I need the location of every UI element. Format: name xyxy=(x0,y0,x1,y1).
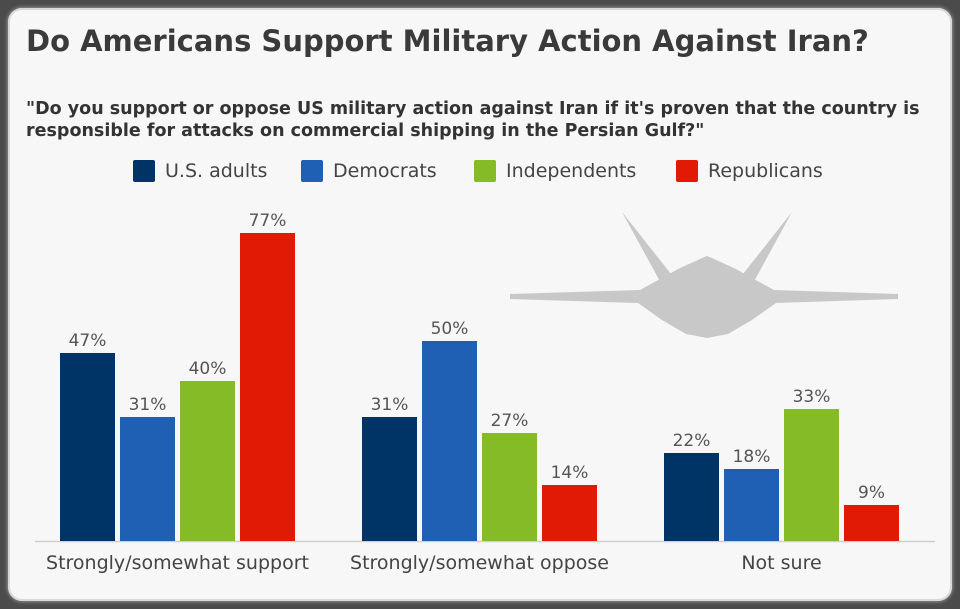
bar-u-s-adults-strongly-somewhat-support xyxy=(60,353,115,541)
bar-independents-not-sure xyxy=(784,409,839,541)
legend-item-us-adults: U.S. adults xyxy=(133,158,267,184)
bar-democrats-strongly-somewhat-support xyxy=(120,417,175,541)
value-label-u-s-adults-strongly-somewhat-support: 47% xyxy=(69,331,107,351)
legend-swatch-democrats xyxy=(301,160,323,182)
category-label-strongly-somewhat-support: Strongly/somewhat support xyxy=(46,552,309,574)
category-label-strongly-somewhat-oppose: Strongly/somewhat oppose xyxy=(350,552,609,574)
value-label-u-s-adults-strongly-somewhat-oppose: 31% xyxy=(371,395,409,415)
legend-item-democrats: Democrats xyxy=(301,158,437,184)
legend-label-us-adults: U.S. adults xyxy=(165,160,268,182)
value-label-independents-strongly-somewhat-support: 40% xyxy=(189,359,227,379)
value-label-u-s-adults-not-sure: 22% xyxy=(673,431,711,451)
value-label-democrats-not-sure: 18% xyxy=(733,447,771,467)
chart-subtitle: "Do you support or oppose US military ac… xyxy=(26,99,920,141)
value-label-republicans-strongly-somewhat-oppose: 14% xyxy=(551,463,589,483)
value-labels: 47% 31% 40% 77% 31% 50% 27% 14% 22% 18% 33% 9% xyxy=(69,211,885,503)
bars xyxy=(60,233,899,541)
bar-independents-strongly-somewhat-support xyxy=(180,381,235,541)
legend: U.S. adults Democrats Independents Repub… xyxy=(0,158,960,184)
bar-republicans-not-sure xyxy=(844,505,899,541)
value-label-democrats-strongly-somewhat-support: 31% xyxy=(129,395,167,415)
bar-republicans-strongly-somewhat-support xyxy=(240,233,295,541)
bar-independents-strongly-somewhat-oppose xyxy=(482,433,537,541)
value-label-independents-not-sure: 33% xyxy=(793,387,831,407)
chart-title: Do Americans Support Military Action Aga… xyxy=(26,24,869,58)
category-label-not-sure: Not sure xyxy=(741,552,821,574)
bar-u-s-adults-not-sure xyxy=(664,453,719,541)
bar-u-s-adults-strongly-somewhat-oppose xyxy=(362,417,417,541)
fighter-jet-icon xyxy=(510,212,898,338)
legend-swatch-independents xyxy=(474,160,496,182)
legend-item-republicans: Republicans xyxy=(676,158,823,184)
legend-label-independents: Independents xyxy=(506,160,637,182)
legend-label-democrats: Democrats xyxy=(333,160,437,182)
legend-item-independents: Independents xyxy=(474,158,636,184)
value-label-independents-strongly-somewhat-oppose: 27% xyxy=(491,411,529,431)
category-labels: Strongly/somewhat support Strongly/somewh… xyxy=(46,552,822,574)
value-label-democrats-strongly-somewhat-oppose: 50% xyxy=(431,319,469,339)
value-label-republicans-not-sure: 9% xyxy=(858,483,885,503)
legend-swatch-us-adults xyxy=(133,160,155,182)
legend-swatch-republicans xyxy=(676,160,698,182)
legend-label-republicans: Republicans xyxy=(708,160,823,182)
bar-democrats-not-sure xyxy=(724,469,779,541)
value-label-republicans-strongly-somewhat-support: 77% xyxy=(249,211,287,231)
bar-republicans-strongly-somewhat-oppose xyxy=(542,485,597,541)
bar-democrats-strongly-somewhat-oppose xyxy=(422,341,477,541)
